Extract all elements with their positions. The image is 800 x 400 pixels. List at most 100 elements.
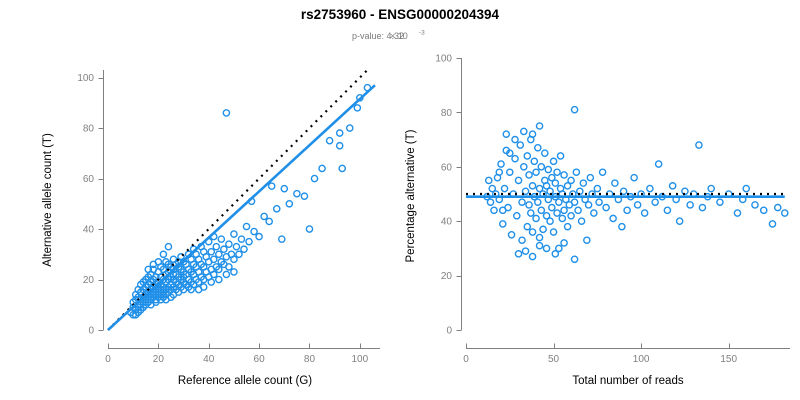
data-point [519,162,528,171]
right-x-ticks [466,343,730,349]
data-point [563,222,572,231]
y-tick-label: 0 [446,326,452,337]
subtitle-pvalue: p-value: 4.32 × 10 -3 [352,30,425,42]
data-point [630,173,638,182]
left-x-axis-label: Reference allele count (G) [178,375,312,387]
data-point [507,230,516,239]
x-tick-label: 80 [304,354,316,365]
data-point [267,182,276,190]
data-point [535,233,544,242]
data-point [212,242,221,251]
data-point [590,209,598,217]
data-point [551,250,560,258]
data-point [521,187,530,196]
data-point [651,198,659,206]
data-point [217,235,226,243]
x-tick-label: 150 [720,354,737,365]
y-tick-label: 80 [83,124,95,135]
data-point [232,242,241,251]
data-point [537,206,546,215]
data-point [310,174,319,183]
data-point [534,198,542,206]
data-point [240,245,248,254]
data-point [716,198,724,206]
data-point [633,201,642,209]
data-point [567,211,575,220]
data-point [141,300,150,309]
data-point [484,176,493,185]
data-point [555,244,563,253]
data-point [523,222,532,231]
data-point [497,160,505,168]
y-tick-label: 20 [441,271,453,282]
data-point [511,135,519,144]
data-point [553,168,561,177]
data-point [570,198,579,206]
data-point [486,198,495,206]
data-point [502,130,511,138]
data-point [551,179,560,187]
data-point [584,201,593,209]
data-point [733,209,742,217]
left-x-tick-labels: 0 20 40 60 80 100 [105,354,368,365]
data-point [525,171,533,179]
data-point [230,268,238,276]
data-point [325,136,334,145]
data-point [548,203,556,212]
data-point [537,162,546,171]
data-point [780,209,789,217]
x-tick-label: 60 [254,354,266,365]
data-point [225,240,233,248]
data-point [225,263,233,271]
data-point [488,184,497,193]
data-point [498,220,507,228]
data-point [539,225,547,234]
data-point [528,252,537,261]
data-point [318,164,326,173]
left-y-axis-label: Alternative allele count (T) [42,133,54,267]
data-point [518,198,526,206]
subtitle-exponent: -3 [419,30,425,37]
data-point [556,152,565,160]
data-point [695,141,703,149]
data-point [237,235,246,243]
x-tick-label: 0 [105,354,111,365]
data-point [500,184,509,193]
data-point [583,236,591,245]
x-tick-label: 100 [633,354,650,365]
data-point [535,241,544,250]
data-point [280,184,289,193]
right-x-tick-labels: 0 50 100 150 [463,354,737,365]
data-point [555,198,563,206]
data-point [686,201,694,209]
x-tick-label: 20 [153,354,165,365]
right-y-tick-labels: 0 20 40 60 80 100 [435,54,452,337]
y-tick-label: 40 [441,217,453,228]
data-point [558,214,567,223]
data-point [532,168,540,177]
data-point [577,217,586,225]
data-point [277,235,286,243]
right-y-axis-label: Percentage alternative (T) [405,129,417,262]
data-point [535,122,544,130]
left-x-ticks [108,343,361,349]
data-point [521,247,530,255]
data-point [548,173,556,182]
data-point [490,206,498,215]
data-point [598,168,607,177]
data-point [199,283,208,291]
data-point [514,250,523,258]
data-point [149,260,158,269]
data-point [505,168,514,177]
right-x-axis-label: Total number of reads [572,375,683,387]
page-title: rs2753960 - ENSG00000204394 [301,7,500,22]
data-point [222,270,231,279]
data-point [187,285,195,294]
x-tick-label: 40 [203,354,215,365]
y-tick-label: 100 [435,54,452,65]
data-point [541,149,549,157]
data-point [549,228,558,236]
data-point [654,160,663,168]
data-point [495,168,504,177]
data-point [338,164,347,173]
